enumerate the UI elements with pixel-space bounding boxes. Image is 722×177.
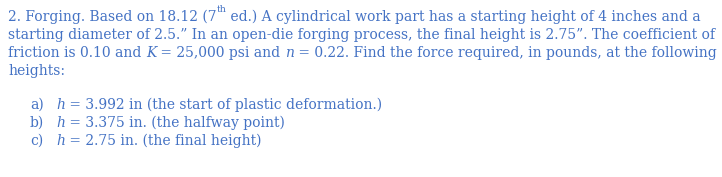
Text: h: h bbox=[56, 116, 65, 130]
Text: K: K bbox=[146, 46, 156, 60]
Text: = 2.75 in. (the final height): = 2.75 in. (the final height) bbox=[65, 134, 261, 148]
Text: 2. Forging. Based on 18.12 (7: 2. Forging. Based on 18.12 (7 bbox=[8, 10, 217, 24]
Text: = 3.375 in. (the halfway point): = 3.375 in. (the halfway point) bbox=[65, 116, 284, 130]
Text: starting diameter of 2.5.” In an open-die forging process, the final height is 2: starting diameter of 2.5.” In an open-di… bbox=[8, 28, 715, 42]
Text: c): c) bbox=[30, 134, 43, 148]
Text: heights:: heights: bbox=[8, 64, 65, 78]
Text: = 3.992 in (the start of plastic deformation.): = 3.992 in (the start of plastic deforma… bbox=[65, 98, 382, 112]
Text: = 25,000 psi and: = 25,000 psi and bbox=[156, 46, 284, 60]
Text: h: h bbox=[56, 134, 65, 148]
Text: a): a) bbox=[30, 98, 44, 112]
Text: = 0.22. Find the force required, in pounds, at the following: = 0.22. Find the force required, in poun… bbox=[294, 46, 716, 60]
Text: b): b) bbox=[30, 116, 44, 130]
Text: ed.) A cylindrical work part has a starting height of 4 inches and a: ed.) A cylindrical work part has a start… bbox=[227, 10, 701, 24]
Text: h: h bbox=[56, 98, 65, 112]
Text: n: n bbox=[284, 46, 294, 60]
Text: th: th bbox=[217, 5, 227, 14]
Text: friction is 0.10 and: friction is 0.10 and bbox=[8, 46, 146, 60]
